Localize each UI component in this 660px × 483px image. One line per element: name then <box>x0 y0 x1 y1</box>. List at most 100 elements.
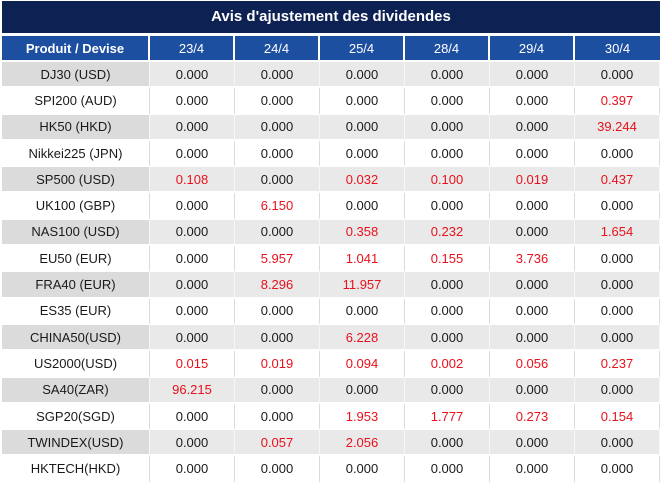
value-cell: 0.000 <box>405 324 490 352</box>
value-cell: 0.000 <box>235 403 320 431</box>
value-cell: 0.000 <box>490 114 575 141</box>
value-cell: 0.019 <box>235 351 320 378</box>
date-column-header: 25/4 <box>320 36 405 62</box>
value-cell: 0.000 <box>150 324 235 352</box>
product-cell: HKTECH(HKD) <box>2 456 150 483</box>
value-cell: 0.000 <box>150 456 235 483</box>
value-cell: 0.000 <box>150 246 235 273</box>
date-column-header: 29/4 <box>490 36 575 62</box>
table-row: SGP20(SGD) 0.000 0.000 1.953 1.777 0.273 0.154 <box>2 403 660 431</box>
product-cell: SA40(ZAR) <box>2 377 150 404</box>
table-row: UK100 (GBP) 0.000 6.150 0.000 0.000 0.000 0.00… <box>2 193 660 220</box>
value-cell: 0.000 <box>150 88 235 115</box>
value-cell: 0.000 <box>490 140 575 168</box>
value-cell: 0.000 <box>575 62 660 89</box>
value-cell: 0.000 <box>575 140 660 168</box>
value-cell: 0.000 <box>150 403 235 431</box>
value-cell: 0.000 <box>575 324 660 352</box>
value-cell: 96.215 <box>150 377 235 404</box>
value-cell: 0.100 <box>405 167 490 194</box>
value-cell: 0.155 <box>405 246 490 273</box>
value-cell: 0.000 <box>405 430 490 457</box>
value-cell: 1.953 <box>320 403 405 431</box>
date-column-header: 28/4 <box>405 36 490 62</box>
value-cell: 0.000 <box>405 114 490 141</box>
value-cell: 0.000 <box>405 193 490 220</box>
value-cell: 0.000 <box>150 298 235 325</box>
product-cell: SGP20(SGD) <box>2 403 150 431</box>
value-cell: 0.000 <box>320 377 405 404</box>
value-cell: 0.000 <box>405 272 490 299</box>
table-row: SPI200 (AUD) 0.000 0.000 0.000 0.000 0.000 0.3… <box>2 88 660 115</box>
table-row: ES35 (EUR) 0.000 0.000 0.000 0.000 0.000 0.000 <box>2 298 660 325</box>
table-row: NAS100 (USD) 0.000 0.000 0.358 0.232 0.000 1.6… <box>2 219 660 247</box>
value-cell: 0.000 <box>575 456 660 483</box>
product-cell: SP500 (USD) <box>2 167 150 194</box>
value-cell: 0.000 <box>150 193 235 220</box>
value-cell: 0.000 <box>235 167 320 194</box>
value-cell: 6.228 <box>320 324 405 352</box>
table-row: DJ30 (USD) 0.000 0.000 0.000 0.000 0.000 0.000 <box>2 62 660 89</box>
value-cell: 0.108 <box>150 167 235 194</box>
table-row: CHINA50(USD) 0.000 0.000 6.228 0.000 0.000 0.0… <box>2 324 660 352</box>
value-cell: 0.000 <box>235 324 320 352</box>
value-cell: 0.000 <box>235 456 320 483</box>
value-cell: 8.296 <box>235 272 320 299</box>
value-cell: 0.232 <box>405 219 490 247</box>
table-header-row: Produit / Devise 23/4 24/4 25/4 28/4 29/4 30/… <box>2 36 660 62</box>
value-cell: 0.000 <box>490 193 575 220</box>
value-cell: 0.000 <box>405 140 490 168</box>
value-cell: 0.056 <box>490 351 575 378</box>
value-cell: 0.000 <box>490 377 575 404</box>
product-cell: CHINA50(USD) <box>2 324 150 352</box>
value-cell: 0.000 <box>235 88 320 115</box>
table-row: SP500 (USD) 0.108 0.000 0.032 0.100 0.019 0.43… <box>2 167 660 194</box>
value-cell: 0.000 <box>490 298 575 325</box>
value-cell: 0.000 <box>490 430 575 457</box>
product-currency-header: Produit / Devise <box>2 36 150 62</box>
value-cell: 0.002 <box>405 351 490 378</box>
value-cell: 0.154 <box>575 403 660 431</box>
value-cell: 0.000 <box>150 114 235 141</box>
value-cell: 0.397 <box>575 88 660 115</box>
value-cell: 0.000 <box>405 377 490 404</box>
table-row: Nikkei225 (JPN) 0.000 0.000 0.000 0.000 0.000… <box>2 140 660 168</box>
product-cell: SPI200 (AUD) <box>2 88 150 115</box>
value-cell: 0.000 <box>320 193 405 220</box>
table-row: HKTECH(HKD) 0.000 0.000 0.000 0.000 0.000 0.00… <box>2 456 660 483</box>
value-cell: 0.000 <box>405 456 490 483</box>
value-cell: 1.041 <box>320 246 405 273</box>
value-cell: 0.000 <box>490 324 575 352</box>
value-cell: 0.000 <box>320 62 405 89</box>
value-cell: 0.000 <box>320 140 405 168</box>
value-cell: 0.000 <box>235 377 320 404</box>
table-row: HK50 (HKD) 0.000 0.000 0.000 0.000 0.000 39.24… <box>2 114 660 141</box>
product-cell: UK100 (GBP) <box>2 193 150 220</box>
value-cell: 0.000 <box>235 140 320 168</box>
value-cell: 0.000 <box>150 62 235 89</box>
product-cell: DJ30 (USD) <box>2 62 150 89</box>
dividend-adjustment-table: Produit / Devise 23/4 24/4 25/4 28/4 29/4 30/… <box>2 36 660 483</box>
value-cell: 0.000 <box>150 430 235 457</box>
value-cell: 3.736 <box>490 246 575 273</box>
table-row: US2000(USD) 0.015 0.019 0.094 0.002 0.056 0.23… <box>2 351 660 378</box>
date-column-header: 30/4 <box>575 36 660 62</box>
page-title: Avis d'ajustement des dividendes <box>2 1 660 33</box>
value-cell: 0.057 <box>235 430 320 457</box>
value-cell: 0.237 <box>575 351 660 378</box>
value-cell: 11.957 <box>320 272 405 299</box>
table-row: EU50 (EUR) 0.000 5.957 1.041 0.155 3.736 0.000 <box>2 246 660 273</box>
value-cell: 0.019 <box>490 167 575 194</box>
date-column-header: 24/4 <box>235 36 320 62</box>
value-cell: 0.000 <box>490 88 575 115</box>
product-cell: NAS100 (USD) <box>2 219 150 247</box>
value-cell: 0.032 <box>320 167 405 194</box>
value-cell: 0.000 <box>490 456 575 483</box>
value-cell: 0.000 <box>575 430 660 457</box>
value-cell: 0.000 <box>575 298 660 325</box>
value-cell: 6.150 <box>235 193 320 220</box>
value-cell: 0.000 <box>320 88 405 115</box>
date-column-header: 23/4 <box>150 36 235 62</box>
value-cell: 0.000 <box>235 62 320 89</box>
